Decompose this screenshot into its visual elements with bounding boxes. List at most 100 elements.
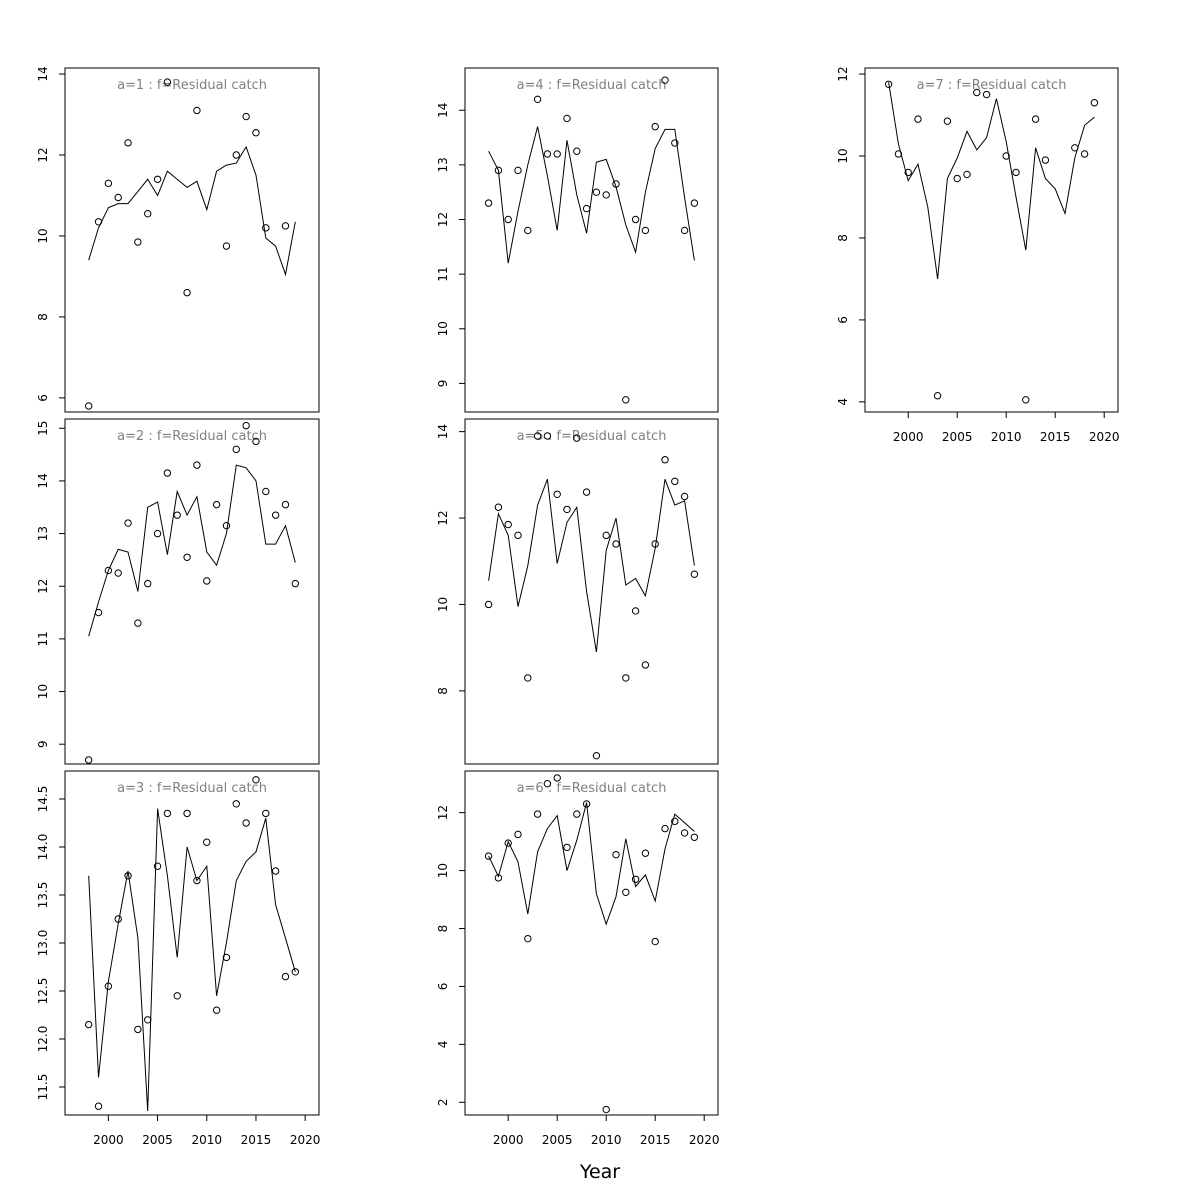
observed-point	[651, 540, 659, 548]
observed-point	[163, 809, 172, 818]
observed-point	[641, 226, 650, 235]
y-tick-label: 10	[436, 863, 450, 878]
observed-point	[242, 819, 250, 827]
observed-point	[484, 852, 493, 860]
observed-point	[631, 875, 640, 883]
observed-point	[661, 456, 669, 464]
panel-title: a=3 : f=Residual catch	[117, 781, 267, 796]
panel-title: a=5 : f=Residual catch	[517, 429, 667, 444]
y-tick-label: 8	[836, 234, 850, 242]
observed-point	[242, 421, 250, 430]
observed-point	[573, 434, 581, 442]
observed-point	[104, 179, 113, 188]
observed-point	[573, 147, 581, 155]
observed-point	[543, 150, 552, 158]
fitted-line	[488, 479, 695, 653]
observed-point	[144, 209, 152, 218]
y-tick-label: 14.5	[36, 786, 50, 813]
observed-point	[252, 776, 260, 784]
observed-point	[222, 242, 231, 250]
panel-6: a=6 : f=Residual catch 2 4 6 8 10 12 2000 2005 20…	[436, 770, 719, 1147]
observed-point	[671, 817, 679, 826]
panel-5: a=5 : f=Residual catch 8 10 12 14	[436, 418, 719, 765]
observed-point	[622, 674, 630, 682]
x-tick-label: 2020	[290, 1133, 321, 1147]
observed-point	[153, 862, 162, 870]
x-tick-label: 2020	[1089, 430, 1120, 444]
x-tick-label: 2010	[591, 1133, 622, 1147]
plot-frame	[464, 418, 719, 765]
observed-point	[690, 570, 699, 578]
observed-point	[602, 531, 610, 540]
observed-point	[203, 838, 211, 846]
observed-point	[1022, 396, 1030, 404]
observed-point	[104, 982, 113, 990]
observed-point	[533, 810, 542, 818]
observed-point	[553, 774, 561, 782]
observed-point	[114, 915, 122, 923]
panel-title: a=1 : f=Residual catch	[117, 78, 267, 93]
observed-point	[612, 850, 620, 859]
y-tick-label: 11.5	[36, 1074, 50, 1101]
x-tick-label: 2015	[241, 1133, 272, 1147]
observed-point	[252, 437, 260, 446]
y-tick-label: 13.0	[36, 930, 50, 957]
plot-frame	[464, 67, 719, 413]
observed-point	[671, 139, 679, 147]
observed-point	[592, 188, 601, 196]
observed-point	[524, 674, 532, 682]
observed-point	[232, 445, 240, 454]
observed-point	[671, 477, 679, 486]
observed-point	[281, 972, 290, 981]
observed-point	[124, 519, 132, 527]
observed-point	[232, 800, 240, 808]
y-tick-label: 4	[436, 1041, 450, 1049]
observed-point	[134, 238, 142, 246]
x-tick-label: 2000	[893, 430, 924, 444]
observed-point	[504, 215, 512, 224]
observed-point	[494, 503, 503, 511]
fitted-line	[88, 145, 296, 277]
plot-frame	[464, 770, 719, 1116]
observed-point	[1090, 99, 1099, 107]
y-tick-label: 10	[436, 597, 450, 612]
observed-point	[533, 432, 542, 440]
y-tick-label: 13.5	[36, 882, 50, 909]
observed-point	[134, 1025, 142, 1034]
observed-point	[1041, 156, 1050, 164]
observed-point	[651, 937, 659, 946]
panel-1: a=1 : f=Residual catch 6 8 10 12 14	[36, 66, 320, 413]
observed-point	[271, 867, 280, 875]
observed-point	[271, 511, 280, 519]
observed-point	[514, 531, 522, 540]
fitted-line	[488, 126, 695, 264]
panel-title: a=2 : f=Residual catch	[117, 429, 267, 444]
observed-point	[212, 1006, 221, 1014]
observed-point	[94, 608, 103, 617]
observed-point	[84, 402, 93, 410]
x-tick-label: 2010	[191, 1133, 222, 1147]
observed-point	[504, 520, 512, 529]
observed-point	[933, 392, 942, 400]
observed-point	[193, 876, 201, 885]
x-tick-label: 2005	[942, 430, 973, 444]
y-tick-label: 12.5	[36, 978, 50, 1005]
observed-point	[884, 80, 893, 88]
x-tick-label: 2015	[640, 1133, 671, 1147]
observed-point	[690, 833, 699, 841]
observed-point	[661, 76, 669, 84]
observed-point	[914, 115, 922, 123]
observed-point	[524, 934, 532, 943]
observed-point	[281, 222, 290, 230]
observed-point	[173, 992, 181, 1000]
observed-point	[631, 215, 640, 224]
y-tick-label: 12	[436, 510, 450, 525]
observed-point	[84, 756, 93, 764]
observed-point	[953, 174, 961, 183]
observed-point	[982, 90, 991, 99]
observed-point	[553, 150, 561, 158]
y-tick-label: 14	[36, 473, 50, 488]
observed-point	[114, 569, 122, 577]
y-tick-label: 12	[36, 579, 50, 594]
